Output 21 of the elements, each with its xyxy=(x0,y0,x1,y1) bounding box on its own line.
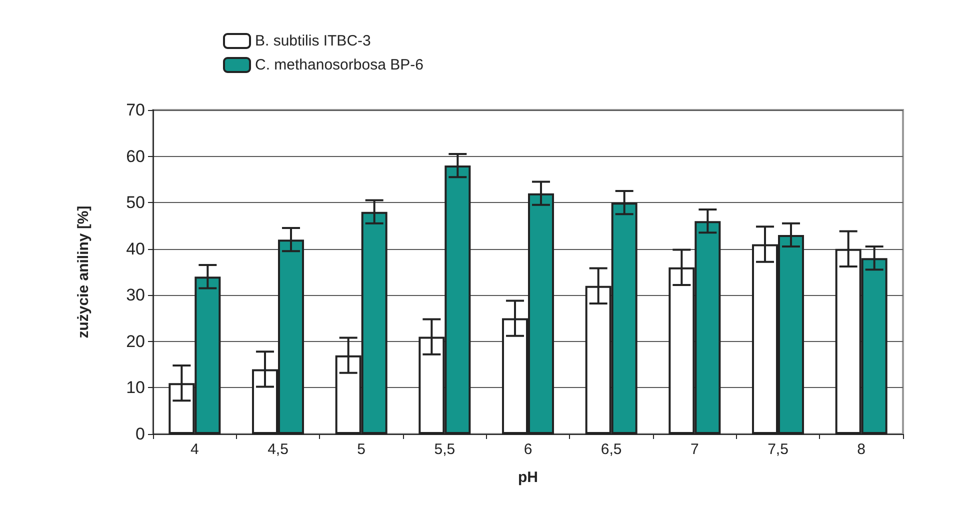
x-tick-label: 8 xyxy=(857,441,866,458)
x-tick-label: 5 xyxy=(357,441,366,458)
x-tick-label: 7 xyxy=(690,441,699,458)
y-tick-label: 40 xyxy=(126,239,145,258)
legend-label: C. methanosorbosa BP-6 xyxy=(255,56,424,74)
x-tick-label: 6 xyxy=(524,441,532,458)
y-tick-label: 20 xyxy=(126,332,145,351)
x-tick-label: 7,5 xyxy=(768,441,788,458)
y-tick-label: 30 xyxy=(126,286,145,305)
y-tick-label: 60 xyxy=(126,146,145,166)
x-tick-label: 5,5 xyxy=(434,441,456,458)
x-tick-label: 6,5 xyxy=(600,441,622,458)
y-tick-label: 10 xyxy=(126,378,145,398)
y-tick-label: 50 xyxy=(126,193,145,212)
x-tick-label: 4 xyxy=(190,441,199,458)
y-tick-label: 0 xyxy=(136,424,145,444)
x-tick-label: 4,5 xyxy=(268,441,288,458)
x-axis-title: pH xyxy=(518,469,538,486)
y-tick-label: 70 xyxy=(126,100,145,120)
y-axis-title: zużycie aniliny [%] xyxy=(75,206,92,338)
legend-label: B. subtilis ITBC-3 xyxy=(255,32,371,50)
